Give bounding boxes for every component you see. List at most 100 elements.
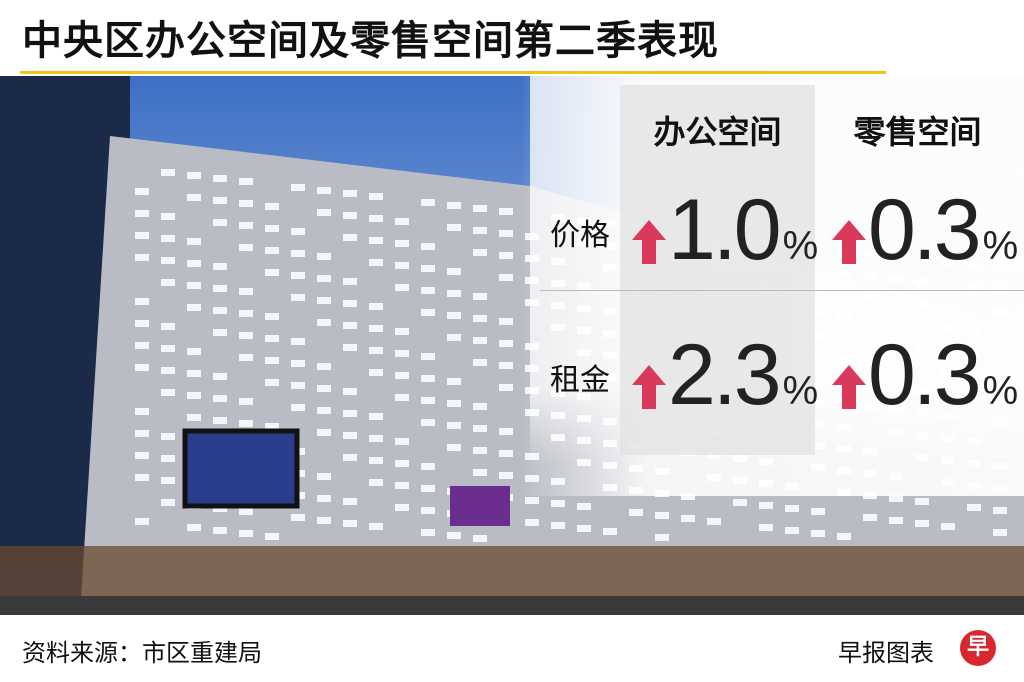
window <box>421 463 435 470</box>
window <box>187 414 201 421</box>
window <box>967 504 981 511</box>
window <box>369 259 383 266</box>
window <box>343 190 357 197</box>
window <box>135 518 149 525</box>
window <box>369 215 383 222</box>
window <box>473 469 487 476</box>
window <box>317 407 331 414</box>
window <box>161 323 175 330</box>
window <box>733 499 747 506</box>
window <box>161 367 175 374</box>
window <box>213 219 227 226</box>
window <box>785 505 799 512</box>
window <box>369 457 383 464</box>
window <box>551 522 565 529</box>
window <box>135 210 149 217</box>
window <box>473 535 487 542</box>
window <box>447 334 461 341</box>
window <box>161 499 175 506</box>
window <box>473 359 487 366</box>
window <box>889 517 903 524</box>
window <box>239 288 253 295</box>
window <box>473 293 487 300</box>
window <box>343 300 357 307</box>
window <box>915 498 929 505</box>
window <box>343 432 357 439</box>
window <box>239 354 253 361</box>
window <box>447 268 461 275</box>
window <box>317 495 331 502</box>
window <box>187 194 201 201</box>
window <box>265 269 279 276</box>
window <box>473 249 487 256</box>
window <box>291 250 305 257</box>
window <box>135 254 149 261</box>
window <box>343 278 357 285</box>
window <box>369 369 383 376</box>
window <box>343 410 357 417</box>
window <box>473 315 487 322</box>
window <box>213 307 227 314</box>
value-unit: % <box>782 224 819 268</box>
window <box>187 348 201 355</box>
window <box>525 519 539 526</box>
window <box>213 417 227 424</box>
window <box>213 175 227 182</box>
window <box>369 413 383 420</box>
window <box>395 504 409 511</box>
value: 1.0% <box>668 180 818 296</box>
value-number: 2.3 <box>668 327 782 423</box>
window <box>239 420 253 427</box>
window <box>421 243 435 250</box>
window <box>239 200 253 207</box>
window <box>317 363 331 370</box>
value-unit: % <box>982 369 1019 413</box>
window <box>265 203 279 210</box>
window <box>291 360 305 367</box>
window <box>837 533 851 540</box>
window <box>239 244 253 251</box>
column-header: 零售空间 <box>853 113 982 151</box>
window <box>707 518 721 525</box>
window <box>213 263 227 270</box>
row-label: 租金 <box>550 363 610 398</box>
window <box>655 534 669 541</box>
window <box>447 422 461 429</box>
window <box>395 284 409 291</box>
window <box>265 423 279 430</box>
window <box>317 297 331 304</box>
window <box>317 209 331 216</box>
window <box>499 208 513 215</box>
window <box>213 373 227 380</box>
window <box>161 389 175 396</box>
window <box>369 237 383 244</box>
logo: 早 <box>960 630 996 666</box>
window <box>499 362 513 369</box>
window <box>447 312 461 319</box>
window <box>369 523 383 530</box>
window <box>291 404 305 411</box>
value-unit: % <box>982 224 1019 268</box>
window <box>343 322 357 329</box>
window <box>421 287 435 294</box>
cell: 2.3% <box>620 325 820 425</box>
window <box>187 282 201 289</box>
title-rule <box>20 71 886 74</box>
window <box>161 213 175 220</box>
window <box>135 452 149 459</box>
window <box>135 342 149 349</box>
window <box>395 372 409 379</box>
window <box>343 212 357 219</box>
window <box>187 392 201 399</box>
window <box>551 500 565 507</box>
window <box>343 344 357 351</box>
window <box>291 382 305 389</box>
window <box>499 428 513 435</box>
window <box>811 530 825 537</box>
window <box>343 234 357 241</box>
window <box>135 408 149 415</box>
window <box>421 199 435 206</box>
window <box>265 533 279 540</box>
window <box>135 364 149 371</box>
